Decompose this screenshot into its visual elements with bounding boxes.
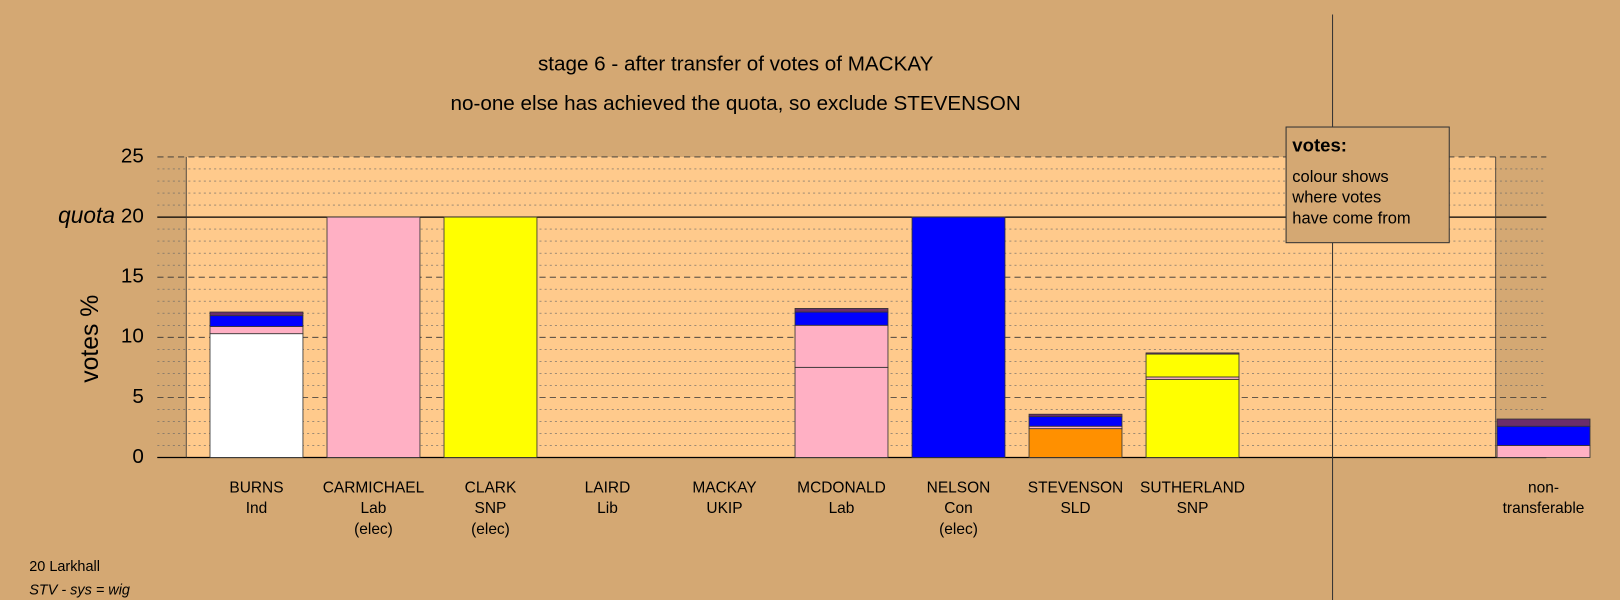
chart-title: stage 6 - after transfer of votes of MAC… bbox=[538, 53, 934, 76]
bar-segment bbox=[794, 311, 889, 326]
y-tick-label: 5 bbox=[132, 385, 143, 408]
x-tick-label: (elec) bbox=[939, 521, 978, 538]
bar-segment bbox=[794, 308, 889, 313]
y-tick-label: 15 bbox=[121, 265, 144, 288]
x-tick-label: (elec) bbox=[354, 521, 393, 538]
bar-segment bbox=[209, 315, 304, 327]
footer-text: 20 Larkhall bbox=[29, 559, 100, 575]
x-tick-label: Lib bbox=[597, 500, 618, 517]
x-tick-label: BURNS bbox=[229, 480, 283, 497]
y-tick-label: 0 bbox=[132, 445, 143, 468]
x-tick-label: UKIP bbox=[706, 500, 742, 517]
legend-text: colour shows bbox=[1292, 167, 1388, 186]
x-tick-label: SUTHERLAND bbox=[1140, 480, 1245, 497]
legend-title: votes: bbox=[1292, 135, 1347, 156]
x-tick-label: SNP bbox=[475, 500, 507, 517]
quota-label: quota bbox=[58, 202, 115, 228]
bar-segment bbox=[911, 216, 1006, 458]
x-tick-label: non- bbox=[1528, 480, 1559, 497]
bar-segment bbox=[326, 216, 421, 458]
x-tick-label: LAIRD bbox=[585, 480, 631, 497]
bar-segment bbox=[209, 326, 304, 335]
x-tick-label: SLD bbox=[1060, 500, 1090, 517]
bar-segment bbox=[1028, 428, 1123, 458]
bar-segment bbox=[794, 366, 889, 458]
x-tick-label: Ind bbox=[246, 500, 268, 517]
bar-segment bbox=[1028, 413, 1123, 418]
x-tick-label: Lab bbox=[829, 500, 855, 517]
x-tick-label: Lab bbox=[361, 500, 387, 517]
bar-segment bbox=[1028, 416, 1123, 427]
x-tick-label: NELSON bbox=[927, 480, 991, 497]
x-tick-label: SNP bbox=[1177, 500, 1209, 517]
bar-segment bbox=[1496, 425, 1591, 446]
legend-text: have come from bbox=[1292, 208, 1410, 227]
x-tick-label: MCDONALD bbox=[797, 480, 886, 497]
legend-box bbox=[1285, 126, 1450, 244]
bar-segment bbox=[1145, 352, 1240, 355]
y-axis-label: votes % bbox=[77, 295, 104, 383]
bar-segment bbox=[1496, 445, 1591, 458]
y-tick-label: 20 bbox=[121, 205, 144, 228]
bar-segment bbox=[1496, 418, 1591, 427]
bar-segment bbox=[1145, 353, 1240, 378]
x-tick-label: CARMICHAEL bbox=[323, 480, 425, 497]
bar-segment bbox=[209, 311, 304, 317]
bars bbox=[209, 216, 1591, 458]
x-tick-label: STEVENSON bbox=[1028, 480, 1124, 497]
bar-segment bbox=[1145, 378, 1240, 458]
x-tick-label: Con bbox=[944, 500, 972, 517]
bar-segment bbox=[794, 324, 889, 368]
x-tick-label: (elec) bbox=[471, 521, 510, 538]
x-tick-label: MACKAY bbox=[692, 480, 756, 497]
x-tick-label: transferable bbox=[1503, 500, 1585, 517]
legend-text: where votes bbox=[1291, 188, 1381, 207]
bar-segment bbox=[209, 333, 304, 458]
y-tick-label: 25 bbox=[121, 144, 144, 167]
chart-subtitle: no-one else has achieved the quota, so e… bbox=[451, 92, 1021, 115]
bar-segment bbox=[443, 216, 538, 458]
footer-text: STV - sys = wig bbox=[29, 583, 130, 599]
legend: votes: colour shows where votes have com… bbox=[1285, 126, 1450, 244]
y-tick-label: 10 bbox=[121, 325, 144, 348]
x-tick-label: CLARK bbox=[465, 480, 517, 497]
